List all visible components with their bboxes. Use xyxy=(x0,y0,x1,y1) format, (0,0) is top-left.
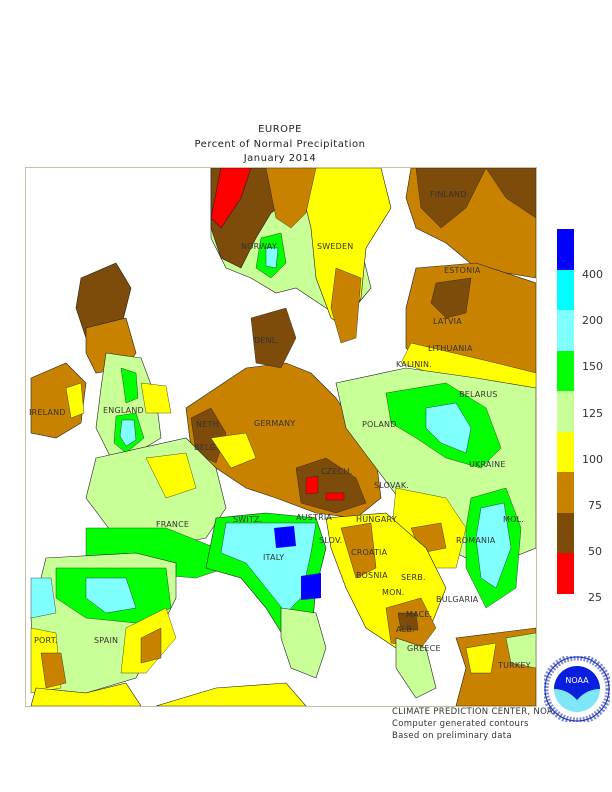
legend-tick-25: 25 xyxy=(588,591,602,604)
label-croatia: CROATIA xyxy=(351,548,388,557)
label-montenegro: MON. xyxy=(382,588,405,597)
legend-swatch-75-100 xyxy=(557,431,574,472)
map-region-title: EUROPE xyxy=(258,124,302,135)
legend-swatch-200-400 xyxy=(557,269,574,310)
legend-swatch-150-200 xyxy=(557,310,574,351)
legend-tick-50: 50 xyxy=(588,545,602,558)
credit-contours: Computer generated contours xyxy=(392,719,529,729)
label-netherlands: NETH. xyxy=(196,420,222,429)
map-title: Percent of Normal Precipitation xyxy=(194,139,366,150)
label-france: FRANCE xyxy=(156,520,190,529)
legend-swatch-25-50 xyxy=(557,512,574,553)
label-belarus: BELARUS xyxy=(459,390,498,399)
legend-tick-200: 200 xyxy=(582,314,603,327)
label-norway: NORWAY xyxy=(241,242,277,251)
label-estonia: ESTONIA xyxy=(444,266,481,275)
map-contours xyxy=(30,168,536,706)
color-legend xyxy=(557,229,574,594)
label-austria: AUSTRIA xyxy=(296,513,333,522)
map-period: January 2014 xyxy=(243,153,317,164)
noaa-seal-icon: NOAA xyxy=(541,653,612,725)
legend-swatch-100-125 xyxy=(557,391,574,432)
label-england: ENGLAND xyxy=(103,406,144,415)
label-lithuania: LITHUANIA xyxy=(428,344,473,353)
legend-swatch-125-150 xyxy=(557,350,574,391)
legend-swatch-400plus xyxy=(557,229,574,270)
label-germany: GERMANY xyxy=(254,419,296,428)
label-romania: ROMANIA xyxy=(456,536,496,545)
precipitation-map: FINLAND NORWAY SWEDEN ESTONIA LATVIA DEN… xyxy=(25,167,537,707)
legend-tick-100: 100 xyxy=(582,453,603,466)
label-italy: ITALY xyxy=(263,553,285,562)
legend-tick-150: 150 xyxy=(582,360,603,373)
label-poland: POLAND xyxy=(362,420,397,429)
label-kaliningrad: KALININ. xyxy=(396,360,432,369)
label-bulgaria: BULGARIA xyxy=(436,595,479,604)
label-belgium: BELG. xyxy=(194,443,219,452)
label-sweden: SWEDEN xyxy=(317,242,354,251)
legend-swatch-0-25 xyxy=(557,553,574,594)
label-turkey: TURKEY xyxy=(498,661,531,670)
noaa-logo: NOAA xyxy=(541,653,612,725)
label-finland: FINLAND xyxy=(430,190,467,199)
credit-preliminary: Based on preliminary data xyxy=(392,731,512,741)
label-albania: ALB. xyxy=(396,625,415,634)
label-bosnia: BOSNIA xyxy=(356,571,388,580)
label-greece: GREECE xyxy=(407,644,441,653)
label-slovenia: SLOV. xyxy=(319,536,343,545)
label-switzerland: SWITZ. xyxy=(233,515,263,524)
label-serbia: SERB. xyxy=(401,573,426,582)
credit-cpc: CLIMATE PREDICTION CENTER, NOAA xyxy=(392,707,560,717)
legend-tick-75: 75 xyxy=(588,499,602,512)
legend-swatch-50-75 xyxy=(557,472,574,513)
legend-tick-400: 400 xyxy=(582,268,603,281)
legend-tick-125: 125 xyxy=(582,407,603,420)
svg-text:NOAA: NOAA xyxy=(565,676,589,685)
label-hungary: HUNGARY xyxy=(356,515,397,524)
label-spain: SPAIN xyxy=(94,636,119,645)
label-latvia: LATVIA xyxy=(433,317,462,326)
label-denmark: DENL. xyxy=(254,336,280,345)
label-ireland: IRELAND xyxy=(29,408,66,417)
label-macedonia: MACE. xyxy=(406,610,433,619)
label-moldova: MOL. xyxy=(503,515,524,524)
label-czech: CZECH. xyxy=(321,467,353,476)
label-slovakia: SLOVAK. xyxy=(374,481,410,490)
label-portugal: PORT. xyxy=(34,636,58,645)
label-ukraine: UKRAINE xyxy=(469,460,506,469)
